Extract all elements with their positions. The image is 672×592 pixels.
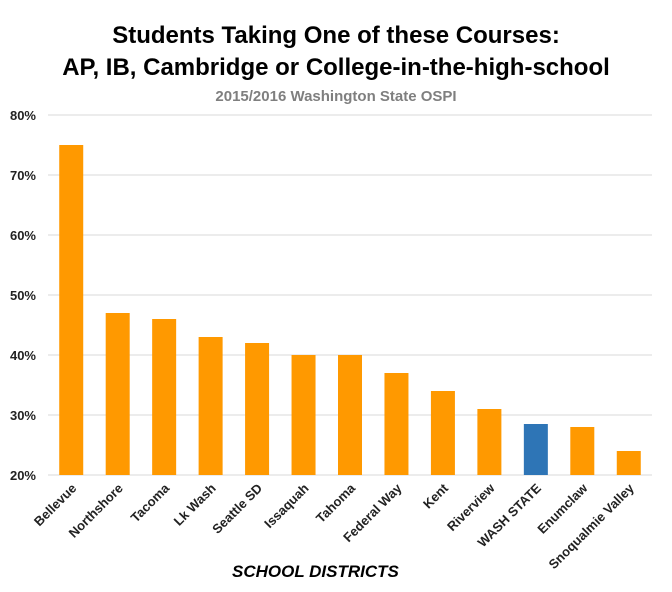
y-tick-label: 20%: [10, 468, 36, 483]
x-tick-label: Bellevue: [31, 481, 79, 529]
chart-title: Students Taking One of these Courses:: [112, 22, 560, 49]
y-tick-label: 30%: [10, 408, 36, 423]
bar-snoqualmie-valley: [616, 451, 641, 475]
bar-tahoma: [338, 355, 362, 475]
x-axis-label: SCHOOL DISTRICTS: [232, 562, 399, 581]
chart-title-line2: AP, IB, Cambridge or College-in-the-high…: [62, 54, 610, 81]
y-tick-label: 50%: [10, 288, 36, 303]
bar-northshore: [105, 313, 130, 475]
y-tick-label: 70%: [10, 168, 36, 183]
bar-issaquah: [291, 355, 316, 475]
bar-seattle-sd: [245, 343, 270, 475]
x-tick-label: Kent: [420, 480, 452, 512]
y-tick-label: 40%: [10, 348, 36, 363]
bar-enumclaw: [570, 427, 595, 475]
bar-lk-wash: [198, 337, 223, 475]
x-tick-label: Lk Wash: [171, 480, 219, 528]
bar-kent: [430, 391, 455, 475]
bar-bellevue: [59, 145, 84, 475]
bar-riverview: [477, 409, 502, 475]
x-tick-label: Tahoma: [313, 480, 359, 526]
bar-federal-way: [384, 373, 409, 475]
y-tick-label: 60%: [10, 228, 36, 243]
bar-tacoma: [152, 319, 177, 475]
chart-subtitle: 2015/2016 Washington State OSPI: [215, 88, 457, 105]
x-tick-label: Snoqualmie Valley: [546, 480, 638, 572]
bar-wash-state: [523, 424, 548, 475]
y-tick-label: 80%: [10, 108, 36, 123]
x-tick-label: Issaquah: [261, 480, 311, 530]
x-tick-label: Tacoma: [128, 480, 173, 525]
x-tick-label: Seattle SD: [209, 481, 265, 537]
